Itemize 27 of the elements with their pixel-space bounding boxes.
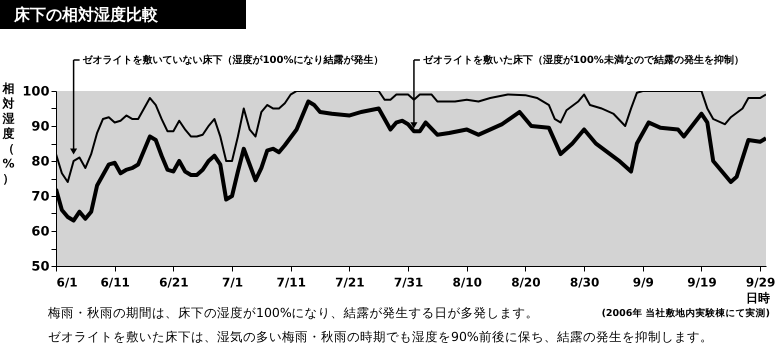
x-tick-label: 7/11 — [276, 276, 306, 290]
x-axis-title: 日時 — [746, 291, 770, 305]
chart-title: 床下の相対湿度比較 — [13, 5, 159, 24]
annotation: ゼオライトを敷いていない床下（湿度が100%になり結露が発生） — [82, 54, 384, 66]
y-tick-label: 80 — [31, 154, 50, 170]
y-tick-label: 50 — [31, 260, 50, 274]
text: ゼオライトを敷いた床下は、湿気の多い梅雨・秋雨の時期でも湿度を90%前後に保ち、結露の発生を抑制します。 — [48, 329, 713, 344]
y-axis-title: 相対湿度（%） — [2, 82, 15, 186]
x-tick-label: 6/21 — [159, 276, 189, 290]
x-tick-label: 6/1 — [56, 276, 78, 290]
x-tick-label: 9/9 — [632, 276, 654, 290]
text: (2006年 当社敷地内実験棟にて実測) — [602, 307, 770, 319]
x-tick-label: 8/20 — [511, 276, 541, 290]
y-tick-label: 60 — [31, 224, 50, 240]
annotation: ゼオライトを敷いた床下（湿度が100%未満なので結露の発生を抑制） — [422, 54, 744, 66]
x-tick-label: 7/31 — [394, 276, 424, 290]
x-tick-label: 6/11 — [100, 276, 130, 290]
x-tick-label: 7/21 — [335, 276, 365, 290]
x-tick-label: 8/10 — [452, 276, 482, 290]
text: 梅雨・秋雨の期間は、床下の湿度が100%になり、結露が発生する日が多発します。 — [47, 305, 539, 320]
y-tick-label: 70 — [31, 190, 50, 204]
y-tick-label: 90 — [31, 120, 50, 134]
x-tick-label: 8/30 — [570, 276, 600, 290]
y-tick-label: 100 — [22, 84, 50, 100]
x-tick-label: 9/19 — [687, 276, 717, 290]
x-tick-label: 9/29 — [746, 276, 776, 290]
x-tick-label: 7/1 — [222, 276, 244, 290]
